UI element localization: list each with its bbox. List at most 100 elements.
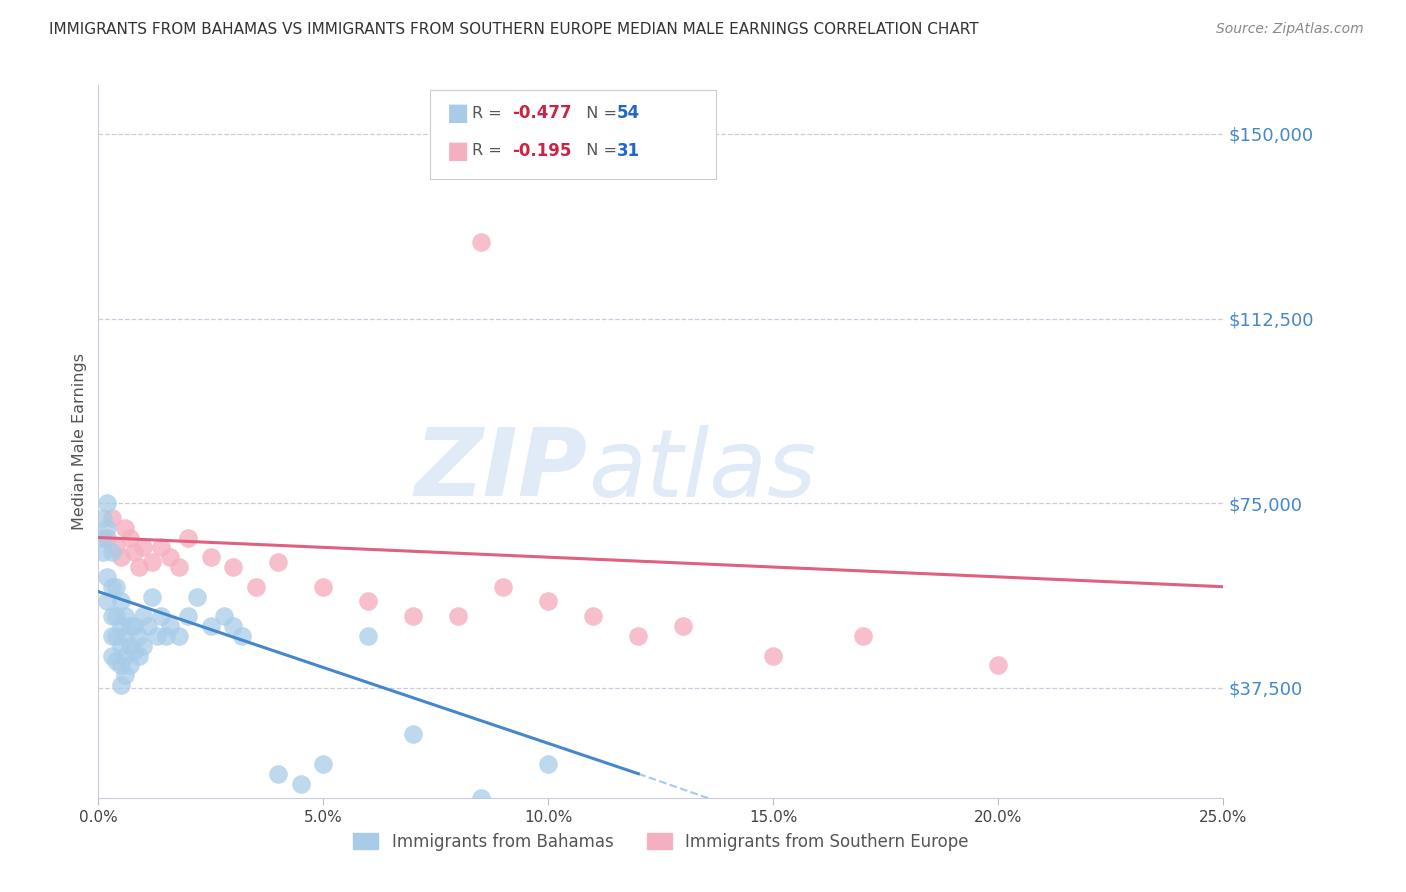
Point [267,766,290,780]
Point [159,619,181,633]
Point [627,629,650,643]
Point [132,609,155,624]
Point [110,594,132,608]
Point [96,521,118,535]
Point [132,541,155,555]
Point [114,648,136,663]
Point [141,555,163,569]
Point [537,594,560,608]
Point [118,619,141,633]
Point [245,580,267,594]
Point [91,545,114,559]
Point [114,521,136,535]
Point [312,756,335,771]
Point [402,727,425,741]
Point [128,629,150,643]
Point [222,619,245,633]
Point [96,570,118,584]
Point [96,496,118,510]
Point [231,629,253,643]
Point [357,594,380,608]
Point [91,511,114,525]
Point [200,550,222,565]
Point [101,648,124,663]
Point [118,639,141,653]
Point [96,594,118,608]
Point [114,668,136,682]
Point [852,629,875,643]
Point [470,791,492,805]
Point [492,580,515,594]
Text: IMMIGRANTS FROM BAHAMAS VS IMMIGRANTS FROM SOUTHERN EUROPE MEDIAN MALE EARNINGS : IMMIGRANTS FROM BAHAMAS VS IMMIGRANTS FR… [49,22,979,37]
Point [200,619,222,633]
Point [101,511,124,525]
Point [177,609,200,624]
Point [159,550,181,565]
Point [110,550,132,565]
Point [105,580,128,594]
Point [762,648,785,663]
Text: N =: N = [576,106,623,120]
Point [110,639,132,653]
Text: ■: ■ [447,102,470,125]
Point [222,560,245,574]
Point [357,629,380,643]
Legend: Immigrants from Bahamas, Immigrants from Southern Europe: Immigrants from Bahamas, Immigrants from… [346,827,976,858]
Point [146,629,169,643]
Point [177,531,200,545]
Text: 31: 31 [617,142,640,160]
Point [290,776,312,790]
Point [537,756,560,771]
Point [312,580,335,594]
Point [110,658,132,673]
Point [91,531,114,545]
Point [101,545,124,559]
Point [101,629,124,643]
Point [447,609,470,624]
Point [105,541,128,555]
Text: R =: R = [472,144,508,158]
Point [114,629,136,643]
Point [150,609,173,624]
Point [128,560,150,574]
Point [110,678,132,692]
Point [169,629,191,643]
Text: 54: 54 [617,104,640,122]
Point [114,609,136,624]
Text: -0.477: -0.477 [512,104,571,122]
Point [267,555,290,569]
Point [124,545,146,559]
Text: atlas: atlas [588,425,815,516]
Text: -0.195: -0.195 [512,142,571,160]
Point [101,580,124,594]
Point [169,560,191,574]
Point [582,609,605,624]
Point [186,590,208,604]
Point [470,235,492,250]
Text: N =: N = [576,144,623,158]
Text: R =: R = [472,106,508,120]
Point [402,609,425,624]
Point [672,619,695,633]
Point [118,658,141,673]
Point [141,590,163,604]
Point [987,658,1010,673]
Text: ■: ■ [447,139,470,162]
Point [96,531,118,545]
Point [214,609,236,624]
Point [101,609,124,624]
Point [105,609,128,624]
Point [105,629,128,643]
Point [136,619,159,633]
Text: ZIP: ZIP [415,424,588,516]
Point [132,639,155,653]
Point [128,648,150,663]
Point [110,619,132,633]
Point [118,531,141,545]
Point [155,629,177,643]
Point [105,654,128,668]
Y-axis label: Median Male Earnings: Median Male Earnings [72,353,87,530]
Text: Source: ZipAtlas.com: Source: ZipAtlas.com [1216,22,1364,37]
Point [150,541,173,555]
Point [124,619,146,633]
